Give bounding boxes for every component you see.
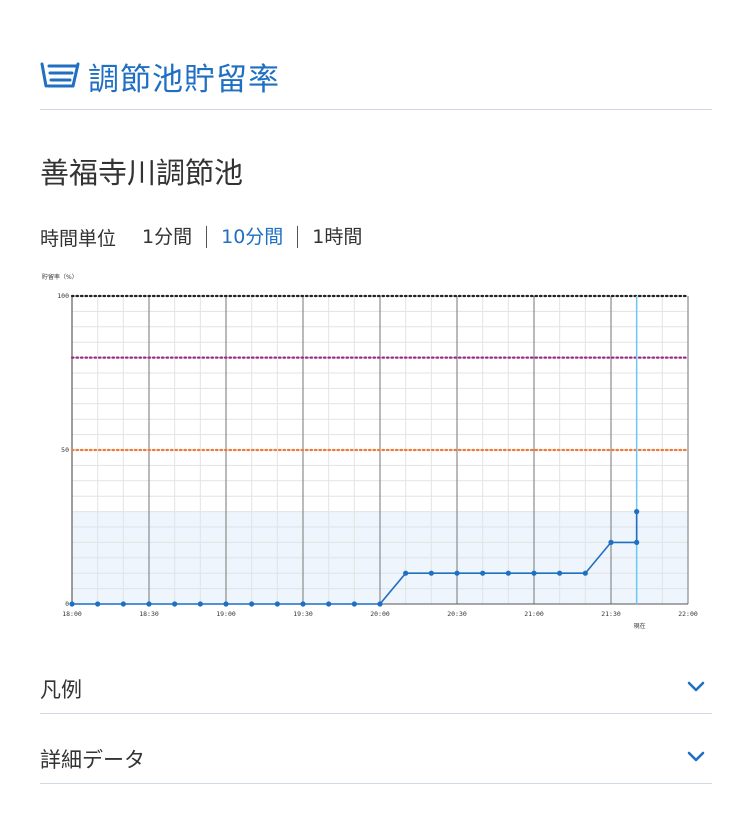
data-point: [249, 601, 255, 607]
divider: [297, 226, 299, 248]
storage-rate-chart: 貯留率（%） 0 50 100 18:00 18:30 19:00 19:30 20:00 2…: [42, 273, 698, 630]
data-point: [326, 601, 332, 607]
chevron-down-icon[interactable]: [686, 680, 706, 694]
time-unit-option-1min[interactable]: 1分間: [142, 226, 193, 248]
accordion-detail-data[interactable]: 詳細データ: [40, 736, 712, 784]
divider: [206, 226, 208, 248]
data-point: [480, 570, 486, 576]
data-point: [69, 601, 75, 607]
x-tick-label: 19:00: [216, 610, 236, 618]
series-line: [72, 511, 638, 605]
y-tick-labels: 0 50 100: [57, 292, 69, 608]
page-title: 調節池貯留率: [88, 62, 280, 98]
x-tick-label: 19:30: [293, 610, 313, 618]
data-point: [531, 570, 537, 576]
accordion-legend[interactable]: 凡例: [40, 666, 712, 714]
facility-name: 善福寺川調節池: [40, 156, 244, 190]
x-tick-label: 20:00: [370, 610, 390, 618]
time-unit-selector: 時間単位 1分間 10分間 1時間: [40, 224, 376, 250]
y-axis-label: 貯留率（%）: [42, 273, 78, 281]
data-point: [274, 601, 280, 607]
data-point: [557, 570, 563, 576]
list-icon: [40, 62, 80, 88]
data-point: [351, 601, 357, 607]
data-point: [95, 601, 101, 607]
data-point: [223, 601, 229, 607]
x-tick-label: 21:30: [601, 610, 621, 618]
accordion-legend-label: 凡例: [40, 678, 82, 702]
data-point: [377, 601, 383, 607]
data-point: [505, 570, 511, 576]
x-tick-labels: 18:00 18:30 19:00 19:30 20:00 20:30 21:00 21:30…: [62, 610, 698, 618]
x-tick-label: 20:30: [447, 610, 467, 618]
page-header: 調節池貯留率: [40, 52, 712, 110]
chevron-down-icon[interactable]: [686, 750, 706, 764]
x-tick-label: 22:00: [678, 610, 698, 618]
data-point: [608, 539, 614, 545]
accordion-detail-data-label: 詳細データ: [40, 748, 145, 772]
data-point: [634, 509, 640, 515]
data-points: [69, 509, 640, 607]
y-tick-label: 50: [61, 446, 69, 454]
time-unit-option-1hour[interactable]: 1時間: [312, 226, 363, 248]
data-point: [582, 570, 588, 576]
y-tick-label: 100: [57, 292, 69, 300]
reference-lines: [70, 294, 690, 452]
data-point: [403, 570, 409, 576]
data-point: [428, 570, 434, 576]
data-point: [634, 539, 640, 545]
time-unit-option-10min[interactable]: 10分間: [221, 226, 284, 248]
data-point: [197, 601, 203, 607]
y-tick-label: 0: [65, 600, 69, 608]
data-point: [172, 601, 178, 607]
data-point: [454, 570, 460, 576]
current-time-label: 現在: [634, 622, 646, 630]
data-point: [146, 601, 152, 607]
time-unit-label: 時間単位: [40, 227, 117, 250]
data-point: [300, 601, 306, 607]
x-tick-label: 18:30: [139, 610, 159, 618]
data-point: [120, 601, 126, 607]
x-tick-label: 21:00: [524, 610, 544, 618]
x-tick-label: 18:00: [62, 610, 82, 618]
